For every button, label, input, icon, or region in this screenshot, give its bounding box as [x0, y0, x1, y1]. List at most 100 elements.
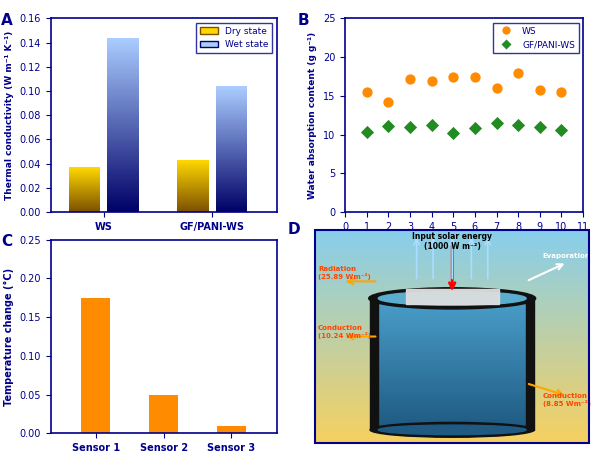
Bar	[177, 168, 209, 169]
Bar	[215, 144, 248, 145]
Bar	[378, 371, 526, 373]
Bar	[315, 397, 589, 400]
Bar	[378, 360, 526, 363]
Bar	[215, 138, 248, 139]
Bar	[107, 176, 139, 177]
Bar	[177, 196, 209, 197]
Bar	[215, 171, 248, 172]
Bar	[107, 153, 139, 154]
Bar	[315, 262, 589, 265]
Bar	[177, 199, 209, 200]
Bar	[177, 175, 209, 176]
Bar	[378, 319, 526, 323]
Bar	[107, 104, 139, 106]
Bar	[315, 297, 589, 300]
Bar	[107, 99, 139, 100]
Bar	[315, 331, 589, 334]
Bar	[378, 347, 526, 349]
Bar	[215, 208, 248, 210]
Point	[492, 84, 502, 92]
Bar	[215, 123, 248, 124]
Bar	[107, 47, 139, 48]
Bar	[107, 163, 139, 165]
Bar	[215, 167, 248, 168]
Bar	[215, 101, 248, 102]
Bar	[215, 155, 248, 157]
Bar	[215, 98, 248, 99]
Bar	[378, 331, 526, 333]
Bar	[215, 140, 248, 142]
Bar	[215, 112, 248, 114]
Bar	[315, 379, 589, 382]
Text: D: D	[288, 222, 300, 237]
Bar	[107, 60, 139, 62]
Bar	[378, 357, 526, 360]
Bar	[107, 151, 139, 153]
Bar	[215, 203, 248, 205]
Bar	[378, 349, 526, 352]
Bar	[315, 244, 589, 246]
Bar	[526, 298, 534, 430]
Bar	[107, 50, 139, 52]
Bar	[315, 429, 589, 432]
Bar	[107, 76, 139, 78]
Bar	[315, 260, 589, 262]
Bar	[217, 426, 246, 433]
Bar	[378, 403, 526, 406]
Text: Evaporation: Evaporation	[543, 253, 590, 259]
Bar	[378, 336, 526, 339]
Bar	[107, 127, 139, 129]
Bar	[107, 142, 139, 144]
Bar	[315, 414, 589, 416]
Bar	[107, 161, 139, 163]
Bar	[107, 59, 139, 60]
Bar	[315, 329, 589, 331]
Bar	[107, 208, 139, 210]
Bar	[107, 82, 139, 83]
Bar	[315, 323, 589, 326]
Bar	[107, 90, 139, 92]
Bar	[177, 194, 209, 195]
Bar	[370, 298, 378, 430]
Bar	[315, 376, 589, 379]
Bar	[215, 195, 248, 196]
Bar	[177, 169, 209, 170]
Bar	[315, 358, 589, 361]
Bar	[177, 205, 209, 206]
Bar	[107, 129, 139, 130]
Bar	[215, 128, 248, 129]
Bar	[215, 174, 248, 176]
Bar	[215, 107, 248, 109]
Bar	[378, 378, 526, 382]
Bar	[378, 400, 526, 403]
Bar	[107, 94, 139, 95]
Bar	[107, 40, 139, 41]
Bar	[215, 164, 248, 165]
Bar	[315, 257, 589, 260]
Bar	[215, 162, 248, 163]
Bar	[378, 338, 526, 341]
Ellipse shape	[378, 291, 526, 305]
Bar	[177, 182, 209, 183]
Bar	[315, 334, 589, 337]
Bar	[107, 102, 139, 104]
Bar	[107, 132, 139, 134]
Bar	[107, 62, 139, 64]
Bar	[215, 149, 248, 150]
Bar	[215, 93, 248, 94]
Bar	[378, 419, 526, 422]
Bar	[177, 204, 209, 205]
Bar	[107, 198, 139, 200]
Bar	[315, 408, 589, 411]
Point	[535, 123, 544, 130]
Bar	[177, 189, 209, 190]
Bar	[378, 328, 526, 331]
Bar	[378, 411, 526, 414]
Bar	[107, 78, 139, 80]
Bar	[315, 284, 589, 286]
Bar	[315, 403, 589, 406]
Bar	[107, 85, 139, 87]
Bar	[215, 186, 248, 187]
Point	[535, 86, 544, 94]
Bar	[177, 209, 209, 210]
